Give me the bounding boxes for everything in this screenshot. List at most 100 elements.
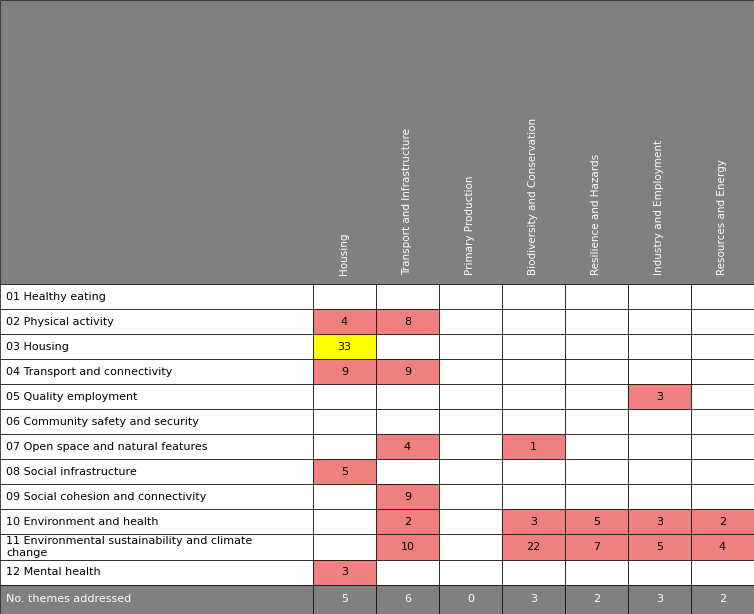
Bar [313,410,376,435]
Text: 3: 3 [656,392,663,402]
Text: 3: 3 [656,517,663,527]
Bar [0,510,313,534]
Text: 9: 9 [404,367,411,377]
Text: 9: 9 [341,367,348,377]
Bar [565,359,628,384]
Text: 3: 3 [656,594,663,604]
Bar [0,435,313,459]
Bar [439,359,502,384]
Bar [502,284,565,309]
Text: 2: 2 [404,517,411,527]
Bar [691,384,754,410]
Bar [0,559,313,585]
Bar [565,309,628,334]
Text: 6: 6 [404,594,411,604]
Bar [565,510,628,534]
Bar [313,284,376,309]
Bar [376,510,439,534]
Bar [628,359,691,384]
Bar [376,384,439,410]
Text: 09 Social cohesion and connectivity: 09 Social cohesion and connectivity [6,492,207,502]
Text: 07 Open space and natural features: 07 Open space and natural features [6,442,207,452]
Bar [439,459,502,484]
Text: 2: 2 [593,594,600,604]
Bar [691,459,754,484]
Bar [502,435,565,459]
Bar [376,484,439,510]
Bar [0,0,754,284]
Text: 0: 0 [467,594,474,604]
Bar [376,534,439,559]
Bar [439,284,502,309]
Bar [439,510,502,534]
Bar [376,585,439,614]
Bar [565,284,628,309]
Text: 3: 3 [530,594,537,604]
Bar [628,384,691,410]
Bar [502,384,565,410]
Text: 5: 5 [656,542,663,552]
Bar [502,510,565,534]
Bar [313,459,376,484]
Text: 2: 2 [719,594,726,604]
Text: 08 Social infrastructure: 08 Social infrastructure [6,467,136,477]
Text: 8: 8 [404,317,411,327]
Bar [502,585,565,614]
Bar [565,334,628,359]
Bar [376,435,439,459]
Bar [565,484,628,510]
Bar [313,309,376,334]
Text: 03 Housing: 03 Housing [6,342,69,352]
Bar [376,334,439,359]
Bar [691,484,754,510]
Text: 5: 5 [341,467,348,477]
Bar [0,359,313,384]
Text: 05 Quality employment: 05 Quality employment [6,392,137,402]
Text: 11 Environmental sustainability and climate
change: 11 Environmental sustainability and clim… [6,536,253,558]
Bar [0,585,313,614]
Bar [0,459,313,484]
Text: 4: 4 [341,317,348,327]
Bar [313,534,376,559]
Bar [439,309,502,334]
Bar [502,484,565,510]
Bar [502,559,565,585]
Bar [313,334,376,359]
Bar [376,559,439,585]
Text: No. themes addressed: No. themes addressed [6,594,131,604]
Bar [628,309,691,334]
Bar [439,484,502,510]
Text: 7: 7 [593,542,600,552]
Bar [502,334,565,359]
Text: 9: 9 [404,492,411,502]
Bar [0,534,313,559]
Bar [565,585,628,614]
Bar [313,585,376,614]
Text: Industry and Employment: Industry and Employment [654,140,664,275]
Text: 02 Physical activity: 02 Physical activity [6,317,114,327]
Bar [691,359,754,384]
Bar [628,410,691,435]
Bar [439,435,502,459]
Bar [691,435,754,459]
Bar [313,384,376,410]
Bar [502,410,565,435]
Text: 06 Community safety and security: 06 Community safety and security [6,417,199,427]
Bar [628,284,691,309]
Bar [502,534,565,559]
Bar [628,510,691,534]
Bar [439,585,502,614]
Bar [565,435,628,459]
Text: 33: 33 [338,342,351,352]
Bar [502,359,565,384]
Text: 3: 3 [530,517,537,527]
Bar [628,435,691,459]
Bar [376,359,439,384]
Bar [691,585,754,614]
Text: 4: 4 [719,542,726,552]
Bar [691,510,754,534]
Bar [628,534,691,559]
Text: 04 Transport and connectivity: 04 Transport and connectivity [6,367,173,377]
Bar [376,459,439,484]
Text: 5: 5 [341,594,348,604]
